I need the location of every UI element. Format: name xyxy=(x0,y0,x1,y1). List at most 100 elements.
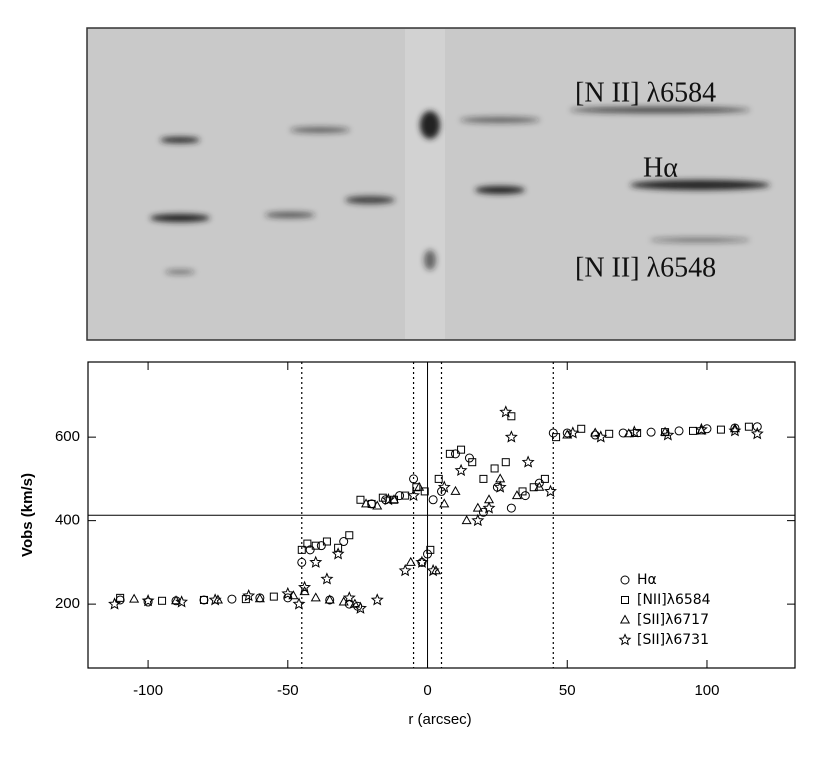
legend-marker xyxy=(621,596,629,604)
point xyxy=(521,455,535,468)
point xyxy=(434,474,443,483)
point xyxy=(297,545,306,554)
legend-label: [NII]λ6584 xyxy=(637,592,711,608)
point xyxy=(345,531,354,540)
point xyxy=(468,458,477,467)
point xyxy=(728,424,742,437)
point xyxy=(143,597,153,607)
emission-lines xyxy=(150,107,770,274)
point xyxy=(534,481,545,491)
point xyxy=(518,487,527,496)
point xyxy=(478,507,488,517)
point xyxy=(426,563,440,577)
x-tick-label: 100 xyxy=(694,682,719,699)
point xyxy=(627,425,641,438)
point xyxy=(577,424,586,433)
point xyxy=(511,490,523,500)
x-tick-label: -100 xyxy=(133,682,163,699)
legend-marker xyxy=(620,575,630,585)
point xyxy=(360,498,372,508)
y-tick-label: 200 xyxy=(55,595,80,612)
legend-label: Hα xyxy=(637,572,657,588)
point xyxy=(356,495,365,504)
point xyxy=(594,430,608,443)
point xyxy=(428,495,438,505)
point xyxy=(562,428,572,438)
point xyxy=(689,426,698,435)
point xyxy=(437,480,451,493)
point xyxy=(322,537,331,546)
point xyxy=(566,426,580,439)
point xyxy=(450,449,460,459)
point xyxy=(305,545,315,555)
noise-band xyxy=(405,29,445,339)
point xyxy=(158,596,167,605)
legend-marker xyxy=(618,633,632,646)
point xyxy=(199,595,208,604)
point xyxy=(331,547,345,560)
point xyxy=(108,597,122,610)
x-tick-label: 50 xyxy=(559,682,576,699)
point xyxy=(292,597,306,610)
point xyxy=(493,480,507,493)
point xyxy=(752,422,762,432)
point xyxy=(372,500,383,510)
point xyxy=(309,555,323,568)
point xyxy=(395,491,405,501)
point xyxy=(370,593,384,606)
point xyxy=(562,429,573,439)
y-axis-label: Vobs (km/s) xyxy=(19,473,36,557)
point xyxy=(482,501,496,514)
legend-label: [SII]λ6717 xyxy=(637,612,709,628)
x-tick-label: -50 xyxy=(277,682,299,699)
point xyxy=(661,428,675,441)
point xyxy=(199,595,209,605)
legend-marker xyxy=(619,614,631,624)
legend-label: [SII]λ6731 xyxy=(637,632,709,648)
point xyxy=(405,556,416,566)
point xyxy=(618,428,628,438)
x-axis-label: r (arcsec) xyxy=(408,711,471,728)
point xyxy=(454,463,468,477)
point xyxy=(540,474,549,483)
point xyxy=(716,425,725,434)
point xyxy=(420,487,429,496)
line-label: Hα xyxy=(643,152,678,183)
point xyxy=(288,590,299,600)
point xyxy=(310,592,321,602)
point xyxy=(298,580,312,593)
point xyxy=(544,484,557,497)
point xyxy=(401,491,410,500)
point xyxy=(471,513,485,527)
x-tick-label: 0 xyxy=(423,682,431,699)
point xyxy=(129,593,140,603)
point xyxy=(552,433,561,442)
point xyxy=(175,595,189,608)
point xyxy=(316,541,326,551)
point xyxy=(450,485,461,495)
point xyxy=(407,488,421,502)
point xyxy=(479,474,488,483)
point xyxy=(445,449,454,458)
point xyxy=(423,549,433,559)
point xyxy=(461,515,472,525)
point xyxy=(426,545,435,554)
point xyxy=(281,586,295,600)
point xyxy=(398,563,412,577)
point xyxy=(590,427,601,437)
point xyxy=(303,539,312,548)
y-tick-label: 400 xyxy=(55,512,80,529)
point xyxy=(334,543,343,552)
point xyxy=(409,474,419,484)
line-label: [N II] λ6584 xyxy=(575,77,716,108)
point xyxy=(674,426,684,436)
point xyxy=(729,423,740,433)
point xyxy=(490,464,499,473)
point xyxy=(605,429,614,438)
line-label: [N II] λ6548 xyxy=(575,252,716,283)
point xyxy=(504,430,518,443)
point xyxy=(297,557,307,567)
point xyxy=(501,458,510,467)
point xyxy=(349,598,360,608)
